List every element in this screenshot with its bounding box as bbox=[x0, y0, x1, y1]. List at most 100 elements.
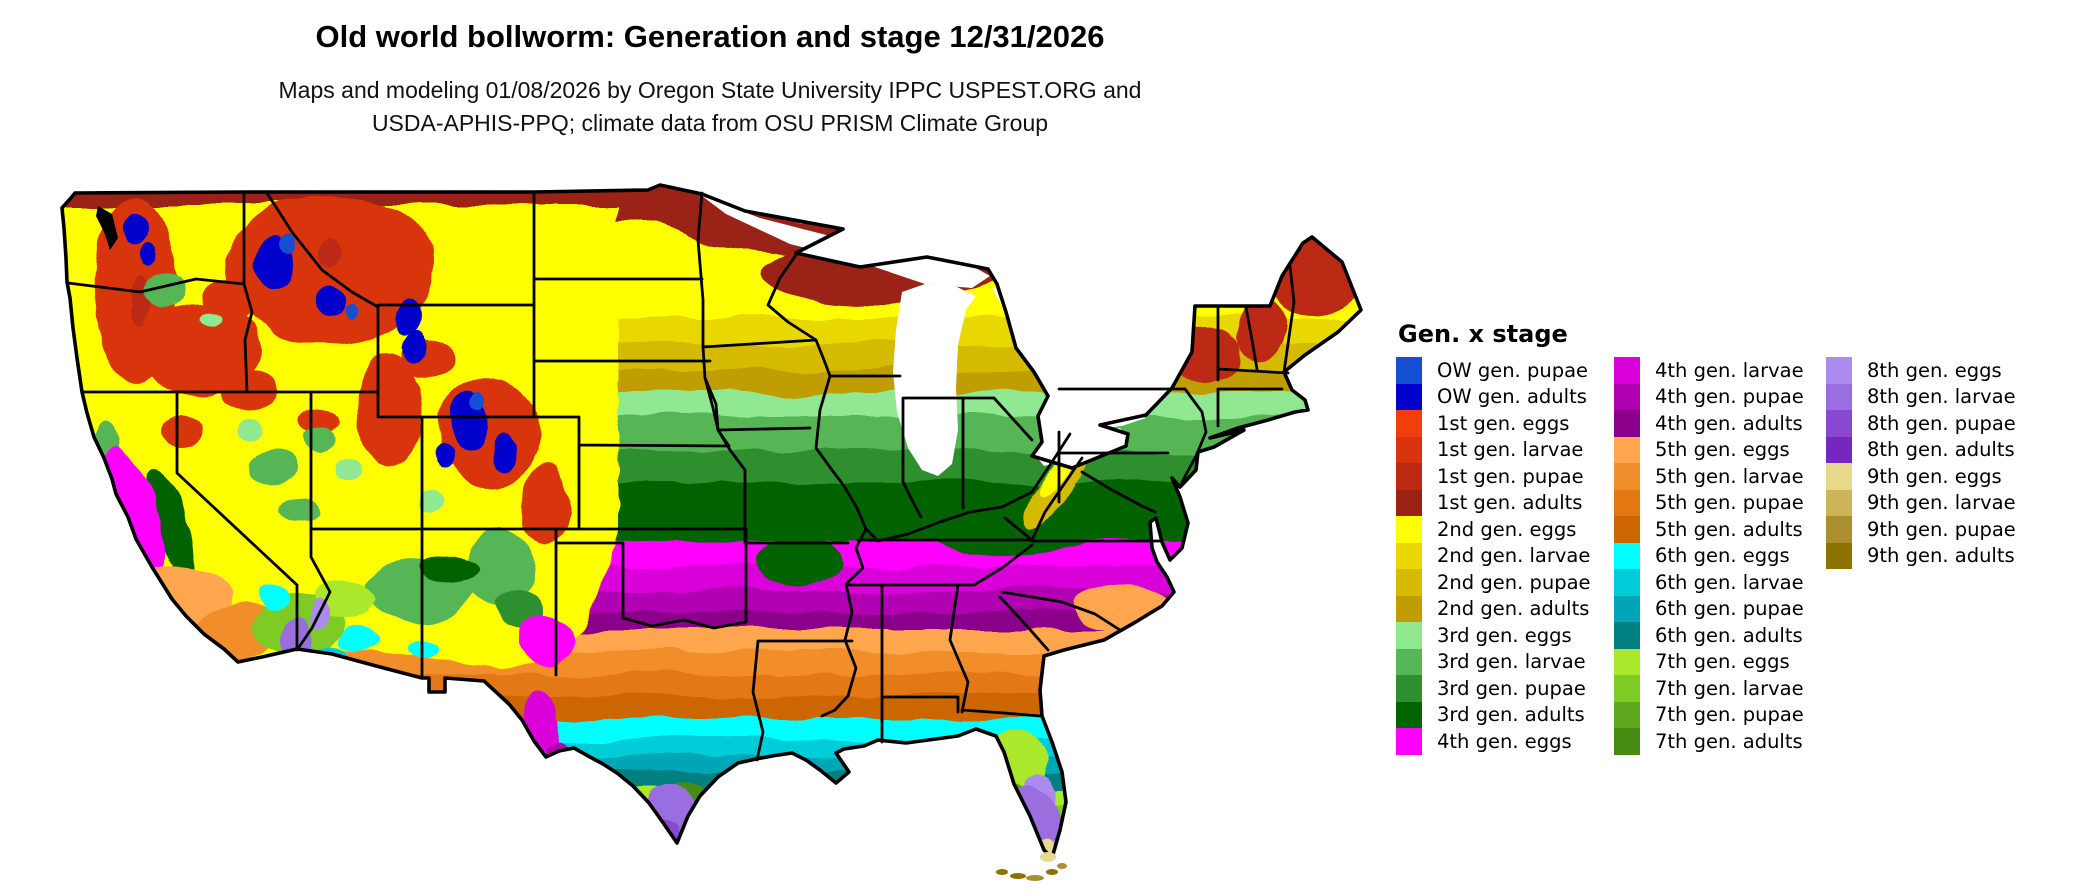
legend-label: 2nd gen. eggs bbox=[1437, 517, 1577, 541]
legend-swatch bbox=[1614, 648, 1640, 675]
legend-entry: 3rd gen. pupae bbox=[1396, 675, 1614, 702]
legend-label: 3rd gen. eggs bbox=[1437, 623, 1572, 647]
legend-swatch bbox=[1614, 675, 1640, 702]
legend-swatch bbox=[1396, 489, 1422, 516]
legend-entry: 3rd gen. eggs bbox=[1396, 622, 1614, 649]
legend-entry: 8th gen. eggs bbox=[1826, 357, 2041, 384]
legend-entry: 9th gen. adults bbox=[1826, 542, 2041, 569]
legend-swatch bbox=[1396, 569, 1422, 596]
legend-entry: 5th gen. pupae bbox=[1614, 489, 1826, 516]
legend-swatch bbox=[1396, 436, 1422, 463]
legend-entry: 5th gen. larvae bbox=[1614, 463, 1826, 490]
florida-keys bbox=[996, 852, 1067, 881]
legend-entry: 4th gen. larvae bbox=[1614, 357, 1826, 384]
legend-label: 1st gen. pupae bbox=[1437, 464, 1584, 488]
legend-swatch bbox=[1396, 595, 1422, 622]
legend-label: 7th gen. pupae bbox=[1655, 703, 1804, 727]
legend-label: 9th gen. adults bbox=[1867, 544, 2015, 568]
legend-entry: OW gen. pupae bbox=[1396, 357, 1614, 384]
legend-swatch bbox=[1614, 701, 1640, 728]
legend-label: 3rd gen. adults bbox=[1437, 703, 1585, 727]
legend-swatch bbox=[1614, 728, 1640, 755]
legend-label: 6th gen. larvae bbox=[1655, 570, 1804, 594]
legend: Gen. x stage OW gen. pupae OW gen. adults… bbox=[1396, 320, 2041, 755]
legend-label: 5th gen. eggs bbox=[1655, 438, 1790, 462]
legend-label: 6th gen. pupae bbox=[1655, 597, 1804, 621]
legend-entry: 5th gen. eggs bbox=[1614, 436, 1826, 463]
us-outline bbox=[60, 183, 1363, 860]
legend-column-3: 8th gen. eggs 8th gen. larvae 8th gen. pup… bbox=[1826, 357, 2041, 569]
legend-label: 5th gen. adults bbox=[1655, 517, 1803, 541]
legend-label: OW gen. pupae bbox=[1437, 358, 1589, 382]
legend-entry: 6th gen. adults bbox=[1614, 622, 1826, 649]
legend-swatch bbox=[1614, 516, 1640, 543]
map-title: Old world bollworm: Generation and stage… bbox=[315, 19, 1105, 54]
legend-swatch bbox=[1826, 383, 1852, 410]
legend-swatch bbox=[1826, 516, 1852, 543]
legend-label: 2nd gen. pupae bbox=[1437, 570, 1591, 594]
legend-swatch bbox=[1614, 383, 1640, 410]
legend-entry: 9th gen. eggs bbox=[1826, 463, 2041, 490]
legend-swatch bbox=[1396, 701, 1422, 728]
legend-swatch bbox=[1396, 622, 1422, 649]
legend-entry: 1st gen. pupae bbox=[1396, 463, 1614, 490]
legend-label: 9th gen. larvae bbox=[1867, 491, 2016, 515]
legend-label: 3rd gen. pupae bbox=[1437, 676, 1586, 700]
legend-label: 8th gen. eggs bbox=[1867, 358, 2002, 382]
legend-label: 6th gen. adults bbox=[1655, 623, 1803, 647]
subtitle-line-1: Maps and modeling 01/08/2026 by Oregon S… bbox=[278, 77, 1142, 103]
legend-entry: 9th gen. larvae bbox=[1826, 489, 2041, 516]
legend-label: 4th gen. eggs bbox=[1437, 729, 1572, 753]
subtitle-line-2: USDA-APHIS-PPQ; climate data from OSU PR… bbox=[371, 110, 1049, 136]
header: Old world bollworm: Generation and stage… bbox=[10, 14, 1410, 140]
legend-entry: 9th gen. pupae bbox=[1826, 516, 2041, 543]
legend-entry: 4th gen. pupae bbox=[1614, 383, 1826, 410]
legend-swatch bbox=[1826, 463, 1852, 490]
legend-label: 2nd gen. larvae bbox=[1437, 544, 1591, 568]
legend-swatch bbox=[1396, 383, 1422, 410]
legend-swatch bbox=[1396, 728, 1422, 755]
legend-entry: 7th gen. adults bbox=[1614, 728, 1826, 755]
legend-entry: 1st gen. eggs bbox=[1396, 410, 1614, 437]
legend-entry: 2nd gen. eggs bbox=[1396, 516, 1614, 543]
legend-entry: 8th gen. adults bbox=[1826, 436, 2041, 463]
legend-entry: 6th gen. larvae bbox=[1614, 569, 1826, 596]
legend-entry: 2nd gen. adults bbox=[1396, 595, 1614, 622]
legend-entry: 6th gen. eggs bbox=[1614, 542, 1826, 569]
legend-entry: 8th gen. pupae bbox=[1826, 410, 2041, 437]
legend-swatch bbox=[1826, 542, 1852, 569]
legend-swatch bbox=[1396, 542, 1422, 569]
legend-swatch bbox=[1396, 516, 1422, 543]
legend-entry: OW gen. adults bbox=[1396, 383, 1614, 410]
legend-swatch bbox=[1826, 489, 1852, 516]
legend-label: 9th gen. eggs bbox=[1867, 464, 2002, 488]
legend-title: Gen. x stage bbox=[1398, 320, 1568, 348]
legend-entry: 2nd gen. pupae bbox=[1396, 569, 1614, 596]
legend-swatch bbox=[1396, 410, 1422, 437]
legend-label: 1st gen. larvae bbox=[1437, 438, 1584, 462]
puget-sound bbox=[96, 206, 118, 250]
lake-ontario bbox=[1078, 412, 1146, 429]
legend-entry: 4th gen. eggs bbox=[1396, 728, 1614, 755]
legend-label: 1st gen. eggs bbox=[1437, 411, 1570, 435]
legend-entry: 3rd gen. adults bbox=[1396, 701, 1614, 728]
legend-swatch bbox=[1614, 542, 1640, 569]
legend-swatch bbox=[1614, 569, 1640, 596]
map-subtitle: Maps and modeling 01/08/2026 by Oregon S… bbox=[10, 74, 1410, 140]
lake-huron bbox=[992, 288, 1052, 348]
legend-entry: 6th gen. pupae bbox=[1614, 595, 1826, 622]
legend-label: 2nd gen. adults bbox=[1437, 597, 1590, 621]
legend-swatch bbox=[1614, 410, 1640, 437]
legend-swatch bbox=[1614, 595, 1640, 622]
legend-entry: 7th gen. larvae bbox=[1614, 675, 1826, 702]
legend-label: 7th gen. eggs bbox=[1655, 650, 1790, 674]
legend-swatch bbox=[1396, 648, 1422, 675]
legend-entry: 5th gen. adults bbox=[1614, 516, 1826, 543]
legend-label: 8th gen. larvae bbox=[1867, 385, 2016, 409]
legend-swatch bbox=[1614, 489, 1640, 516]
legend-entry: 3rd gen. larvae bbox=[1396, 648, 1614, 675]
legend-swatch bbox=[1614, 463, 1640, 490]
legend-label: 7th gen. adults bbox=[1655, 729, 1803, 753]
state-borders bbox=[66, 191, 1296, 762]
